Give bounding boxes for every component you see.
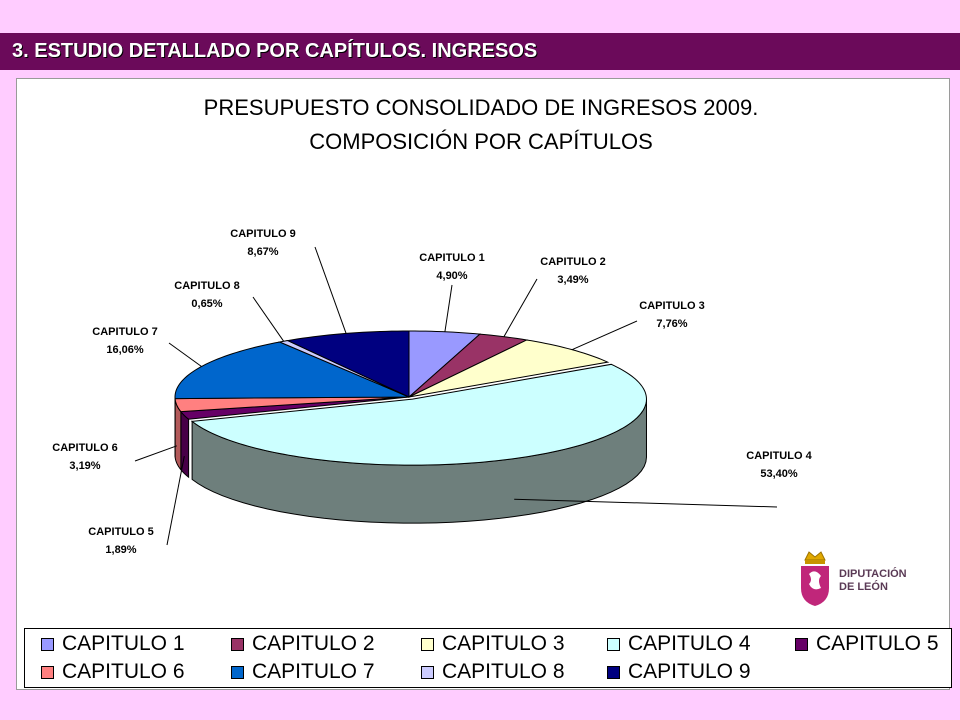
- slice-label-8: CAPITULO 8: [174, 280, 239, 292]
- slice-label-3: CAPITULO 3: [639, 300, 704, 312]
- legend-item-7: CAPITULO 7: [231, 659, 375, 685]
- slice-label-4: CAPITULO 4: [746, 450, 812, 462]
- slice-value-5: 1,89%: [105, 544, 136, 556]
- slice-value-2: 3,49%: [557, 274, 588, 286]
- leader-line-7: [168, 342, 202, 367]
- leader-line-8: [252, 296, 285, 342]
- slice-value-3: 7,76%: [656, 318, 687, 330]
- legend-swatch: [421, 637, 434, 651]
- slice-value-4: 53,40%: [760, 468, 798, 480]
- legend-swatch: [41, 665, 54, 679]
- header-bar: 3. ESTUDIO DETALLADO POR CAPÍTULOS. INGR…: [0, 33, 960, 70]
- pie-slice-9: [286, 330, 410, 398]
- leader-line-6: [134, 445, 177, 462]
- legend-swatch: [795, 637, 808, 651]
- legend-label: CAPITULO 5: [816, 632, 939, 655]
- legend-swatch: [607, 665, 620, 679]
- legend-item-1: CAPITULO 1: [41, 631, 185, 657]
- logo-wordmark: DIPUTACIÓN DE LEÓN: [839, 568, 907, 593]
- chart-legend: CAPITULO 1 CAPITULO 2 CAPITULO 3 CAPITULO 4…: [24, 628, 952, 688]
- legend-swatch: [41, 637, 54, 651]
- legend-label: CAPITULO 6: [62, 660, 185, 683]
- leader-line-1: [444, 284, 453, 332]
- legend-label: CAPITULO 3: [442, 632, 565, 655]
- pie-slice-4: [190, 363, 647, 466]
- pie-slice-6: [174, 396, 410, 413]
- leader-line-5: [166, 456, 185, 546]
- pie-data-labels: CAPITULO 1 4,90% CAPITULO 2 3,49% CAPITULO 3…: [52, 228, 812, 556]
- slice-value-6: 3,19%: [69, 460, 100, 472]
- legend-label: CAPITULO 8: [442, 660, 565, 683]
- legend-item-4: CAPITULO 4: [607, 631, 751, 657]
- legend-swatch: [421, 665, 434, 679]
- slice-value-7: 16,06%: [106, 344, 144, 356]
- slice-label-6: CAPITULO 6: [52, 442, 117, 454]
- crest-icon: [801, 551, 829, 606]
- slice-label-9: CAPITULO 9: [230, 228, 295, 240]
- slice-value-8: 0,65%: [191, 298, 222, 310]
- slice-label-5: CAPITULO 5: [88, 526, 153, 538]
- leader-line-9: [314, 246, 347, 334]
- pie-leader-lines: [134, 246, 778, 546]
- legend-item-2: CAPITULO 2: [231, 631, 375, 657]
- legend-swatch: [607, 637, 620, 651]
- chart-title-line-1: PRESUPUESTO CONSOLIDADO DE INGRESOS 2009…: [204, 95, 759, 120]
- legend-label: CAPITULO 4: [628, 632, 751, 655]
- slice-label-1: CAPITULO 1: [419, 252, 484, 264]
- legend-item-9: CAPITULO 9: [607, 659, 751, 685]
- legend-label: CAPITULO 7: [252, 660, 375, 683]
- legend-label: CAPITULO 2: [252, 632, 375, 655]
- legend-label: CAPITULO 1: [62, 632, 185, 655]
- legend-swatch: [231, 637, 244, 651]
- slide-title: 3. ESTUDIO DETALLADO POR CAPÍTULOS. INGR…: [12, 40, 538, 62]
- chart-panel: PRESUPUESTO CONSOLIDADO DE INGRESOS 2009…: [16, 78, 950, 690]
- chart-title-line-2: COMPOSICIÓN POR CAPÍTULOS: [309, 129, 653, 154]
- legend-swatch: [231, 665, 244, 679]
- pie-slice-7: [174, 341, 410, 400]
- legend-item-3: CAPITULO 3: [421, 631, 565, 657]
- pie-chart: PRESUPUESTO CONSOLIDADO DE INGRESOS 2009…: [52, 95, 812, 556]
- legend-item-5: CAPITULO 5: [795, 631, 939, 657]
- legend-label: CAPITULO 9: [628, 660, 751, 683]
- slice-value-1: 4,90%: [436, 270, 467, 282]
- slice-value-9: 8,67%: [247, 246, 278, 258]
- legend-item-6: CAPITULO 6: [41, 659, 185, 685]
- slice-label-7: CAPITULO 7: [92, 326, 157, 338]
- leader-line-4: [514, 498, 778, 508]
- slice-label-2: CAPITULO 2: [540, 256, 605, 268]
- legend-item-8: CAPITULO 8: [421, 659, 565, 685]
- diputacion-leon-logo: DIPUTACIÓN DE LEÓN: [795, 548, 935, 614]
- pie-tops: [174, 330, 647, 466]
- leader-line-3: [571, 320, 638, 351]
- leader-line-2: [503, 278, 538, 337]
